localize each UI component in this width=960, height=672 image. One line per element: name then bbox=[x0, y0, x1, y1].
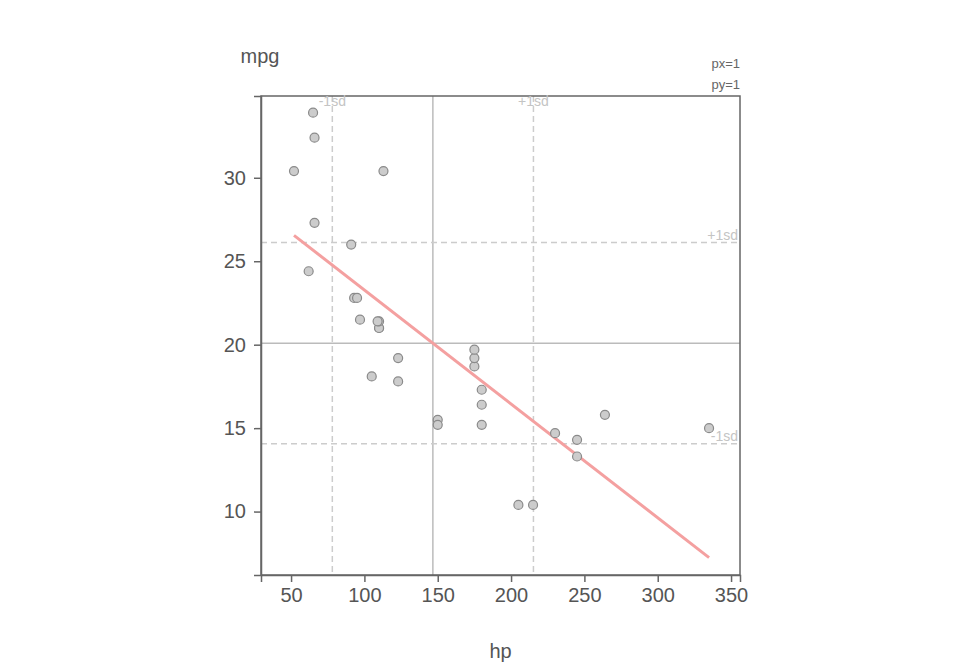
scatter-point bbox=[289, 167, 298, 176]
y-axis-line bbox=[254, 97, 262, 576]
y-reference-line bbox=[261, 443, 740, 445]
scatter-point bbox=[310, 133, 319, 142]
x-tick-mark bbox=[291, 575, 293, 582]
plot-frame bbox=[261, 96, 740, 575]
annotation: px=1 bbox=[711, 56, 740, 71]
annotation: py=1 bbox=[711, 77, 740, 92]
y-reference-line bbox=[261, 342, 740, 344]
x-axis: 50 100 150 200 250 300 350 bbox=[262, 575, 749, 606]
x-tick: 200 bbox=[495, 575, 528, 606]
scatter-point bbox=[347, 240, 356, 249]
reference-label: +1sd bbox=[707, 227, 738, 243]
x-reference-line bbox=[332, 96, 334, 575]
y-tick-mark bbox=[254, 428, 261, 430]
scatter-point bbox=[379, 167, 388, 176]
y-tick-label: 15 bbox=[224, 417, 246, 439]
y-reference-line bbox=[261, 242, 740, 244]
x-tick-label: 300 bbox=[642, 584, 675, 606]
y-tick-mark bbox=[254, 511, 261, 513]
x-tick-mark bbox=[437, 575, 439, 582]
x-tick-mark bbox=[584, 575, 586, 582]
y-tick-mark bbox=[254, 344, 261, 346]
x-tick-label: 50 bbox=[280, 584, 302, 606]
x-tick-mark bbox=[731, 575, 733, 582]
y-tick: 15 bbox=[224, 417, 261, 439]
plot-area bbox=[289, 108, 713, 557]
scatter-point bbox=[373, 317, 382, 326]
scatter-point bbox=[394, 354, 403, 363]
y-axis: 10 15 20 25 30 bbox=[224, 97, 262, 576]
x-tick-mark bbox=[657, 575, 659, 582]
scatter-point bbox=[470, 354, 479, 363]
scatter-point bbox=[433, 420, 442, 429]
x-tick: 350 bbox=[715, 575, 748, 606]
x-tick-label: 150 bbox=[422, 584, 455, 606]
y-tick-label: 25 bbox=[224, 250, 246, 272]
y-tick: 30 bbox=[224, 167, 261, 189]
x-tick: 300 bbox=[642, 575, 675, 606]
x-tick-label: 350 bbox=[715, 584, 748, 606]
y-axis-title: mpg bbox=[241, 45, 280, 67]
trend-line bbox=[294, 235, 709, 557]
x-tick: 150 bbox=[422, 575, 455, 606]
reference-label: -1sd bbox=[711, 428, 738, 444]
scatter-point bbox=[551, 429, 560, 438]
scatter-point bbox=[304, 267, 313, 276]
x-tick-mark bbox=[511, 575, 513, 582]
x-tick: 100 bbox=[348, 575, 381, 606]
scatter-point bbox=[600, 410, 609, 419]
x-tick: 50 bbox=[280, 575, 302, 606]
reference-label: +1sd bbox=[518, 93, 549, 109]
x-tick-label: 250 bbox=[568, 584, 601, 606]
chart: 50 100 150 200 250 300 350 10 15 20 25 30 hp mpg px=1 p… bbox=[0, 0, 960, 672]
y-tick-label: 30 bbox=[224, 167, 246, 189]
y-tick: 10 bbox=[224, 500, 261, 522]
x-axis-line bbox=[262, 576, 741, 583]
x-tick-label: 200 bbox=[495, 584, 528, 606]
scatter-point bbox=[477, 385, 486, 394]
y-tick-mark bbox=[254, 178, 261, 180]
x-tick: 250 bbox=[568, 575, 601, 606]
scatter-point bbox=[470, 362, 479, 371]
y-tick-label: 10 bbox=[224, 500, 246, 522]
scatter-point bbox=[470, 345, 479, 354]
y-tick-label: 20 bbox=[224, 334, 246, 356]
y-tick: 25 bbox=[224, 250, 261, 272]
x-reference-line bbox=[432, 96, 434, 575]
x-tick-label: 100 bbox=[348, 584, 381, 606]
y-tick: 20 bbox=[224, 334, 261, 356]
reference-label: -1sd bbox=[319, 93, 346, 109]
scatter-point bbox=[353, 293, 362, 302]
scatter-point bbox=[309, 108, 318, 117]
scatter-point bbox=[367, 372, 376, 381]
x-tick-mark bbox=[364, 575, 366, 582]
scatter-point bbox=[394, 377, 403, 386]
scatter-point bbox=[310, 218, 319, 227]
scatter-point bbox=[573, 452, 582, 461]
x-axis-title: hp bbox=[489, 640, 511, 662]
scatter-point bbox=[477, 400, 486, 409]
scatter-point bbox=[573, 435, 582, 444]
scatter-point bbox=[477, 420, 486, 429]
y-tick-mark bbox=[254, 261, 261, 263]
scatter-point bbox=[355, 315, 364, 324]
reference-lines bbox=[261, 96, 740, 575]
scatter-point bbox=[514, 500, 523, 509]
scatter-point bbox=[529, 500, 538, 509]
